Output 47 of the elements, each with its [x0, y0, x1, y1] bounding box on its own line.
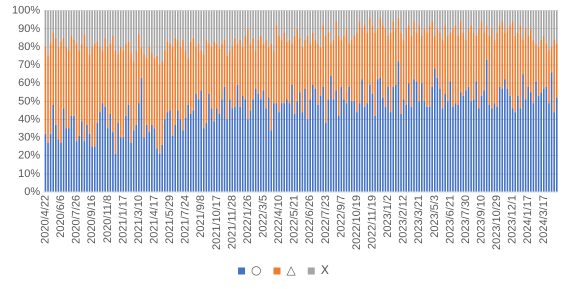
y-tick-label: 40%: [18, 113, 40, 126]
x-tick-label: 2022/4/10: [273, 194, 286, 244]
x-tick-label: 2020/11/8: [102, 194, 114, 244]
x-tick-label: 2024/3/17: [538, 194, 550, 244]
x-tick-label: 2023/12/1: [506, 194, 519, 244]
legend-label: ○: [251, 263, 262, 278]
x-tick-label: 2022/3/5: [257, 194, 270, 238]
y-tick-label: 80%: [18, 40, 40, 53]
x-tick-label: 2021/7/24: [180, 194, 192, 244]
y-tick-label: 60%: [18, 77, 40, 90]
x-tick-label: 2021/3/10: [132, 194, 145, 244]
x-tick-label: 2022/6/26: [304, 194, 316, 244]
x-tick-label: 2022/9/7: [335, 194, 348, 238]
legend-label: △: [286, 263, 297, 278]
y-tick-label: 10%: [18, 168, 40, 180]
x-tick-label: 2020/4/22: [39, 194, 52, 244]
x-tick-label: 2022/10/19: [350, 194, 363, 250]
x-tick-label: 2023/5/3: [428, 194, 441, 238]
x-tick-label: 2023/9/10: [476, 194, 488, 244]
x-tick-label: 2023/6/21: [444, 194, 456, 244]
x-tick-label: 2020/7/26: [70, 194, 83, 244]
x-tick-label: 2023/2/12: [398, 194, 410, 244]
x-tick-label: 2024/1/17: [522, 194, 534, 244]
x-tick-label: 2021/1/17: [117, 194, 130, 244]
x-tick-label: 2021/9/8: [195, 194, 208, 238]
x-tick-label: 2023/3/21: [413, 194, 426, 244]
legend-label: X: [320, 263, 329, 278]
y-tick-label: 50%: [18, 95, 40, 108]
x-tick-label: 2023/7/30: [460, 194, 472, 244]
y-tick-label: 20%: [18, 150, 40, 162]
x-tick-label: 2022/11/19: [366, 194, 379, 250]
x-tick-label: 2023/10/29: [491, 194, 504, 250]
y-tick-label: 0%: [24, 186, 40, 198]
y-tick-label: 100%: [12, 4, 40, 17]
x-tick-label: 2022/7/23: [320, 194, 332, 244]
x-tick-label: 2023/1/2: [382, 194, 394, 238]
y-tick-label: 30%: [18, 132, 40, 144]
y-tick-label: 90%: [18, 22, 40, 35]
x-tick-label: 2021/4/17: [148, 194, 160, 244]
x-tick-label: 2020/9/16: [86, 194, 98, 244]
x-tick-label: 2021/11/28: [226, 194, 238, 250]
x-tick-label: 2022/1/26: [242, 194, 254, 244]
x-tick-label: 2021/5/29: [164, 194, 176, 244]
x-tick-label: 2020/6/6: [55, 194, 68, 238]
x-tick-label: 2022/5/21: [288, 194, 301, 244]
x-tick-label: 2021/10/17: [210, 194, 223, 250]
y-tick-label: 70%: [18, 59, 40, 72]
